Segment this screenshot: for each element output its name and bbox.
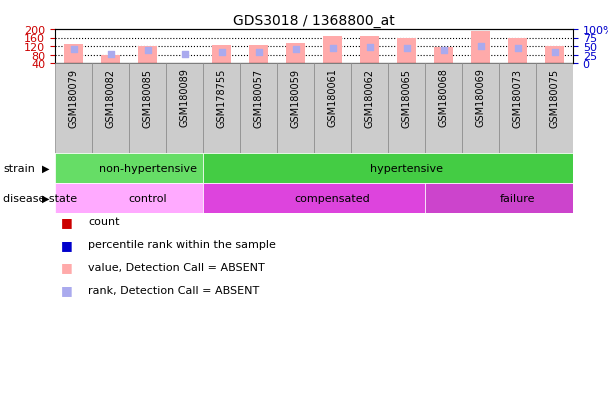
FancyBboxPatch shape <box>203 64 240 154</box>
Text: non-hypertensive: non-hypertensive <box>98 164 196 173</box>
Bar <box>55 183 203 214</box>
Bar <box>471 32 490 64</box>
Title: GDS3018 / 1368800_at: GDS3018 / 1368800_at <box>233 14 395 28</box>
Bar <box>361 37 379 64</box>
FancyBboxPatch shape <box>462 64 499 154</box>
Point <box>106 51 116 58</box>
Bar <box>55 154 203 183</box>
Text: GSM180075: GSM180075 <box>550 68 559 127</box>
FancyBboxPatch shape <box>277 64 314 154</box>
FancyBboxPatch shape <box>351 64 388 154</box>
Text: count: count <box>88 217 120 227</box>
Bar <box>203 154 573 183</box>
Point <box>365 45 375 52</box>
FancyBboxPatch shape <box>166 64 203 154</box>
Point <box>179 51 189 58</box>
Point <box>143 47 153 54</box>
Point <box>513 46 522 52</box>
Bar <box>508 39 527 64</box>
Bar <box>434 47 453 64</box>
FancyBboxPatch shape <box>129 64 166 154</box>
Point <box>438 48 448 55</box>
Bar <box>397 38 416 64</box>
Point <box>216 49 226 56</box>
Text: ■: ■ <box>61 261 73 274</box>
Point <box>475 44 485 50</box>
Bar <box>286 44 305 64</box>
FancyBboxPatch shape <box>240 64 277 154</box>
Text: ■: ■ <box>61 215 73 228</box>
Text: GSM180065: GSM180065 <box>401 68 412 127</box>
Text: hypertensive: hypertensive <box>370 164 443 173</box>
Text: strain: strain <box>3 164 35 173</box>
Bar <box>545 47 564 64</box>
Text: value, Detection Call = ABSENT: value, Detection Call = ABSENT <box>88 262 265 272</box>
Text: GSM180085: GSM180085 <box>142 68 153 127</box>
Text: GSM180082: GSM180082 <box>106 68 116 127</box>
Text: percentile rank within the sample: percentile rank within the sample <box>88 240 276 249</box>
Bar <box>425 183 573 214</box>
Bar <box>203 183 425 214</box>
Bar <box>138 47 157 64</box>
FancyBboxPatch shape <box>92 64 129 154</box>
Text: GSM180073: GSM180073 <box>513 68 522 127</box>
FancyBboxPatch shape <box>388 64 425 154</box>
Point <box>69 46 78 53</box>
Bar <box>249 46 268 64</box>
Text: GSM180057: GSM180057 <box>254 68 263 127</box>
Text: GSM178755: GSM178755 <box>216 68 227 128</box>
Text: control: control <box>128 194 167 204</box>
FancyBboxPatch shape <box>314 64 351 154</box>
Bar <box>212 45 231 64</box>
Bar <box>64 45 83 64</box>
Text: GSM180079: GSM180079 <box>69 68 78 127</box>
FancyBboxPatch shape <box>425 64 462 154</box>
FancyBboxPatch shape <box>536 64 573 154</box>
Text: GSM180089: GSM180089 <box>179 68 190 127</box>
Text: ▶: ▶ <box>42 194 49 204</box>
Text: rank, Detection Call = ABSENT: rank, Detection Call = ABSENT <box>88 285 260 295</box>
Text: GSM180059: GSM180059 <box>291 68 300 127</box>
Point <box>328 46 337 52</box>
Text: GSM180061: GSM180061 <box>328 68 337 127</box>
Point <box>291 46 300 53</box>
Point <box>402 46 412 52</box>
Point <box>550 50 559 57</box>
Text: ■: ■ <box>61 283 73 297</box>
Text: disease state: disease state <box>3 194 77 204</box>
Bar <box>102 56 120 64</box>
FancyBboxPatch shape <box>499 64 536 154</box>
Text: GSM180068: GSM180068 <box>438 68 449 127</box>
Text: failure: failure <box>500 194 535 204</box>
Text: compensated: compensated <box>295 194 370 204</box>
Text: ▶: ▶ <box>42 164 49 173</box>
Text: GSM180062: GSM180062 <box>365 68 375 127</box>
Text: GSM180069: GSM180069 <box>475 68 486 127</box>
Bar <box>323 37 342 64</box>
Text: ■: ■ <box>61 238 73 251</box>
FancyBboxPatch shape <box>55 64 92 154</box>
Point <box>254 49 263 56</box>
